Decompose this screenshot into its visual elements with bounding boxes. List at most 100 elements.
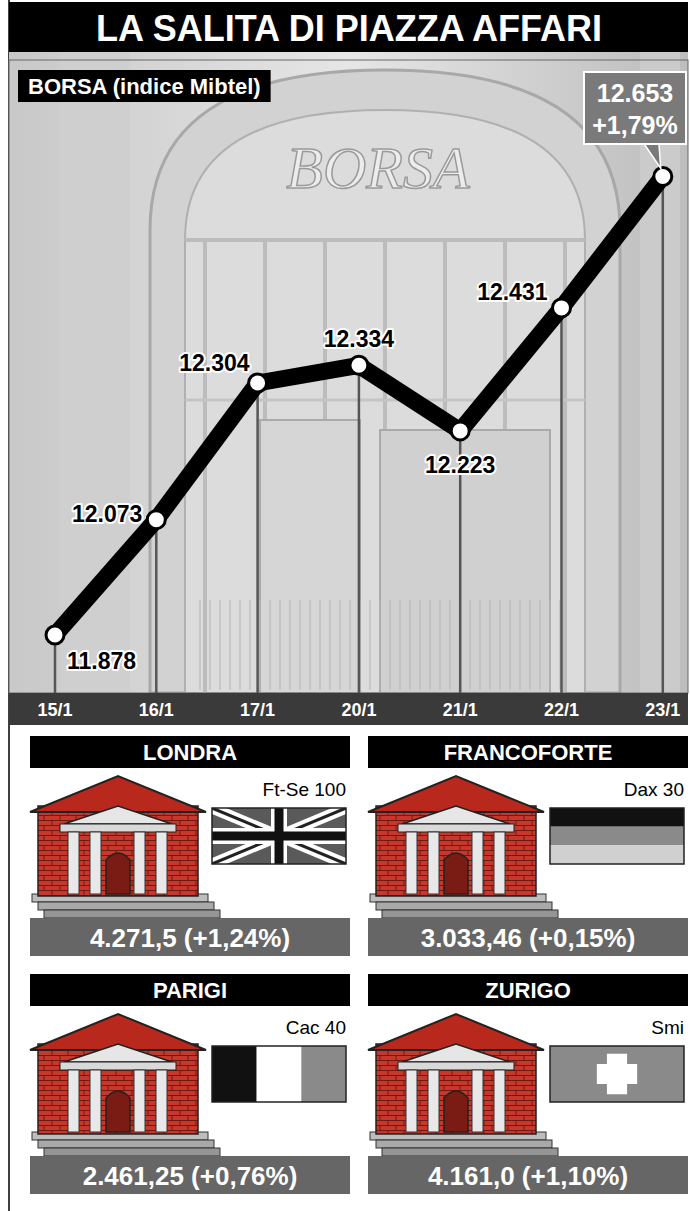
column xyxy=(156,1070,167,1132)
gate-bar xyxy=(500,600,501,690)
gate-bar xyxy=(280,600,281,690)
point-marker xyxy=(451,422,469,440)
column xyxy=(134,1070,145,1132)
column xyxy=(134,832,145,894)
point-marker xyxy=(350,356,368,374)
gate-bar xyxy=(220,600,221,690)
pediment xyxy=(64,1044,172,1062)
column xyxy=(494,832,505,894)
data-labels: 11.87812.07312.30412.33412.22312.431 xyxy=(67,279,548,674)
title-bar xyxy=(9,2,688,52)
column xyxy=(472,832,483,894)
gate-bar xyxy=(540,600,541,690)
x-axis-bar xyxy=(9,693,688,725)
entrance-door xyxy=(106,1091,130,1132)
flag-body xyxy=(550,1046,684,1102)
exchange-building xyxy=(30,1014,220,1156)
x-tick-label: 22/1 xyxy=(544,700,579,720)
flag xyxy=(212,808,346,864)
entablature xyxy=(60,1062,176,1070)
point-marker xyxy=(553,299,571,317)
flag-cross xyxy=(597,1054,637,1094)
gate-bar xyxy=(260,600,261,690)
pediment xyxy=(64,806,172,824)
x-tick-label: 16/1 xyxy=(139,700,174,720)
step xyxy=(38,1140,214,1148)
data-marks xyxy=(46,168,672,693)
callout-pointer xyxy=(643,142,661,169)
entrance-door xyxy=(106,853,130,894)
gate-bar xyxy=(430,600,431,690)
market-city: FRANCOFORTE xyxy=(444,740,613,765)
data-label: 12.223 xyxy=(425,452,495,478)
exchange-building xyxy=(30,776,220,918)
gate-bar xyxy=(370,600,371,690)
market-header xyxy=(368,974,688,1006)
window-bar xyxy=(185,238,585,242)
flag-border xyxy=(212,808,346,864)
flag-body xyxy=(212,1046,346,1102)
gate-bar xyxy=(300,600,301,690)
exchange-building xyxy=(368,776,558,918)
flag-border xyxy=(212,1046,346,1102)
gate-bar xyxy=(330,600,331,690)
plot-frame xyxy=(9,60,688,693)
step xyxy=(376,1140,552,1148)
subtitle-box: BORSA (indice Mibtel) xyxy=(18,70,271,102)
plot-background xyxy=(9,52,688,693)
point-marker xyxy=(249,374,267,392)
point-marker xyxy=(147,511,165,529)
gate-bar xyxy=(270,600,271,690)
market-header xyxy=(30,736,350,768)
drop-line xyxy=(256,383,259,693)
value-box xyxy=(368,1156,688,1194)
brick-body xyxy=(376,1044,536,1134)
market-panel: ZURIGOSmi4.161,0 (+1,10%) xyxy=(368,974,688,1194)
flag-cross xyxy=(212,808,346,864)
flag-border xyxy=(550,1046,684,1102)
column xyxy=(68,832,79,894)
market-city: LONDRA xyxy=(143,740,237,765)
value-box xyxy=(368,918,688,956)
column xyxy=(156,832,167,894)
gate-bar xyxy=(450,600,451,690)
market-value: 3.033,46 (+0,15%) xyxy=(421,923,636,953)
flag-field xyxy=(212,808,346,864)
value-box xyxy=(30,918,350,956)
gate-bar xyxy=(320,600,321,690)
step xyxy=(382,1148,558,1156)
flag-stripe xyxy=(301,1046,346,1102)
flag-border xyxy=(550,808,684,864)
gate-bar xyxy=(340,600,341,690)
column xyxy=(428,832,439,894)
gate-bar xyxy=(230,600,231,690)
point-marker xyxy=(654,168,672,186)
gate-bar xyxy=(410,600,411,690)
gate-bar xyxy=(470,600,471,690)
entablature xyxy=(60,824,176,832)
entablature xyxy=(398,1062,514,1070)
column xyxy=(428,1070,439,1132)
market-city: PARIGI xyxy=(153,978,227,1003)
gate-bar xyxy=(390,600,391,690)
flag-cross xyxy=(212,808,346,864)
data-label: 11.878 xyxy=(67,648,136,674)
flag-stripe xyxy=(550,808,684,827)
door xyxy=(380,430,550,693)
entrance-door xyxy=(444,1091,468,1132)
x-tick-label: 17/1 xyxy=(240,700,275,720)
gate-bar xyxy=(530,600,531,690)
column xyxy=(494,1070,505,1132)
gate-bar xyxy=(380,600,381,690)
flag-field xyxy=(550,1046,684,1102)
flag-body xyxy=(550,808,684,864)
gate-bar xyxy=(310,600,311,690)
flag-stripe xyxy=(257,1046,302,1102)
flag-saltire xyxy=(212,808,346,864)
x-tick-label: 21/1 xyxy=(443,700,478,720)
drop-line xyxy=(358,365,361,693)
flag-stripe xyxy=(550,845,684,864)
data-label: 12.304 xyxy=(179,350,250,376)
market-panel: LONDRAFt-Se 1004.271,5 (+1,24%) xyxy=(30,736,350,956)
market-value: 2.461,25 (+0,76%) xyxy=(83,1161,298,1191)
